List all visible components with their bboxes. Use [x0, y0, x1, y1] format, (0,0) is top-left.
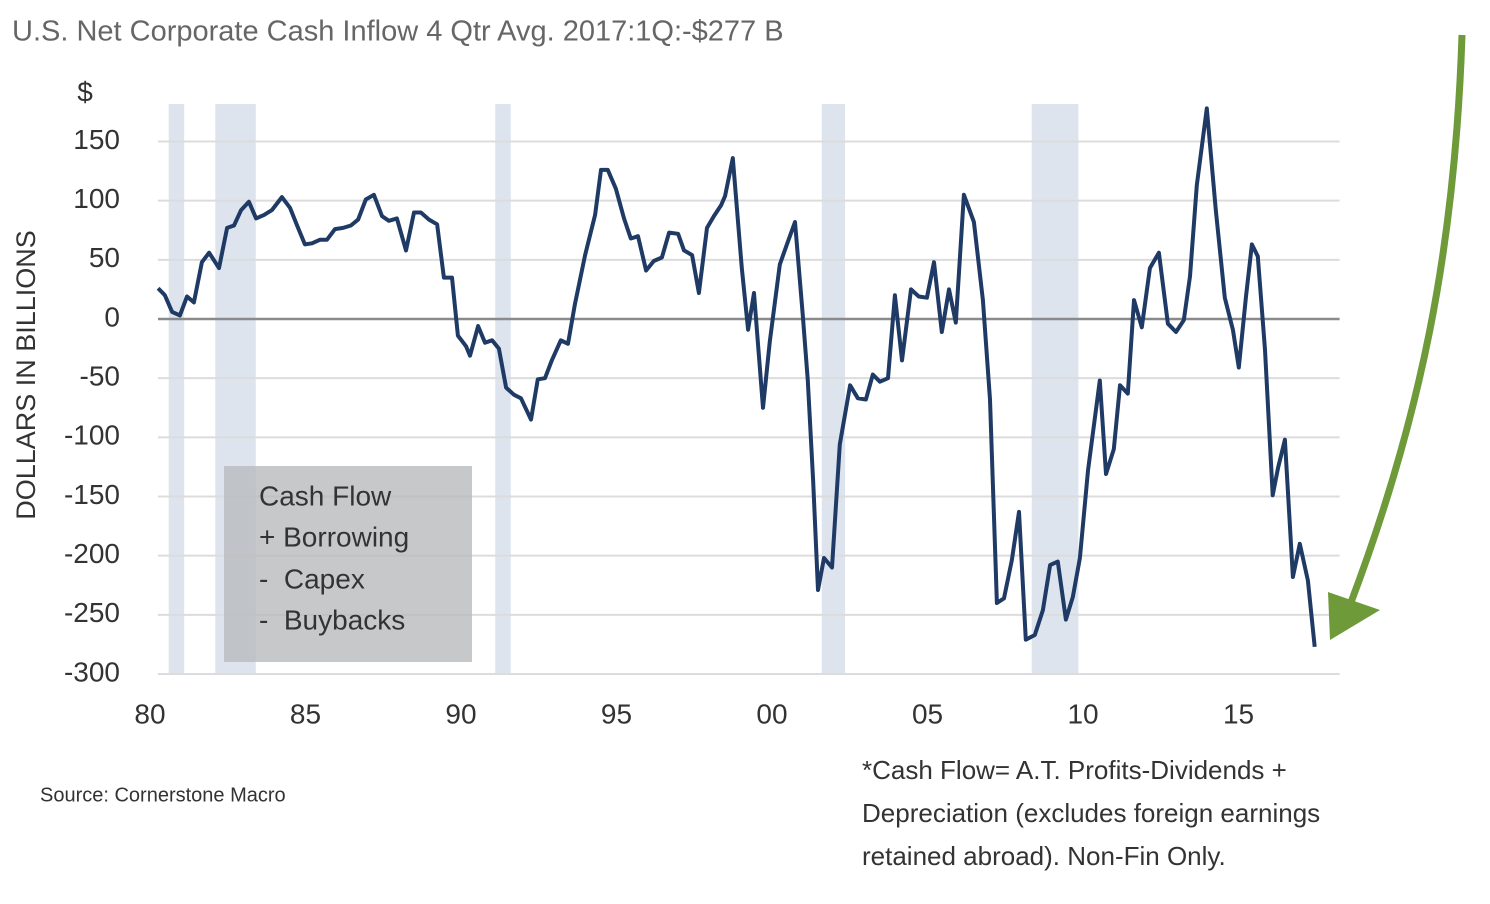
x-tick-label: 15: [1223, 698, 1254, 729]
x-tick-label: 00: [756, 698, 787, 729]
source: Source: Cornerstone Macro: [40, 784, 286, 806]
x-tick-label: 05: [912, 698, 943, 729]
recession-band: [495, 104, 511, 674]
y-tick-label: 150: [73, 124, 120, 155]
legend-box: [224, 466, 472, 662]
x-tick-label: 80: [134, 698, 165, 729]
y-tick-label: 50: [89, 242, 120, 273]
annotation-line: - Capex: [259, 563, 365, 594]
recession-band: [1031, 104, 1079, 674]
footnote-line: retained abroad). Non-Fin Only.: [862, 841, 1226, 871]
y-tick-label: -250: [64, 597, 120, 628]
x-tick-label: 90: [445, 698, 476, 729]
arrow-head: [1328, 592, 1380, 640]
annotation-line: Cash Flow: [259, 480, 392, 511]
y-tick-label: -150: [64, 479, 120, 510]
y-axis-label: DOLLARS IN BILLIONS: [11, 230, 41, 520]
arrow-shaft: [1346, 34, 1466, 607]
y-tick-label: 100: [73, 183, 120, 214]
x-tick-label: 10: [1067, 698, 1098, 729]
y-tick-label: -100: [64, 420, 120, 451]
y-tick-label: -200: [64, 538, 120, 569]
footnote-line: *Cash Flow= A.T. Profits-Dividends +: [862, 755, 1287, 785]
footnote-line: Depreciation (excludes foreign earnings: [862, 798, 1320, 828]
x-tick-label: 85: [290, 698, 321, 729]
recession-band: [168, 104, 185, 674]
annotation-line: + Borrowing: [259, 521, 409, 552]
y-tick-label: -300: [64, 656, 120, 687]
data-line: [156, 106, 1317, 648]
y-unit: $: [77, 76, 93, 107]
annotation-line: - Buybacks: [259, 604, 405, 635]
x-tick-label: 95: [601, 698, 632, 729]
y-tick-label: 0: [104, 301, 120, 332]
chart-title: U.S. Net Corporate Cash Inflow 4 Qtr Avg…: [12, 16, 784, 48]
recession-band: [821, 104, 846, 674]
y-tick-label: -50: [80, 361, 120, 392]
